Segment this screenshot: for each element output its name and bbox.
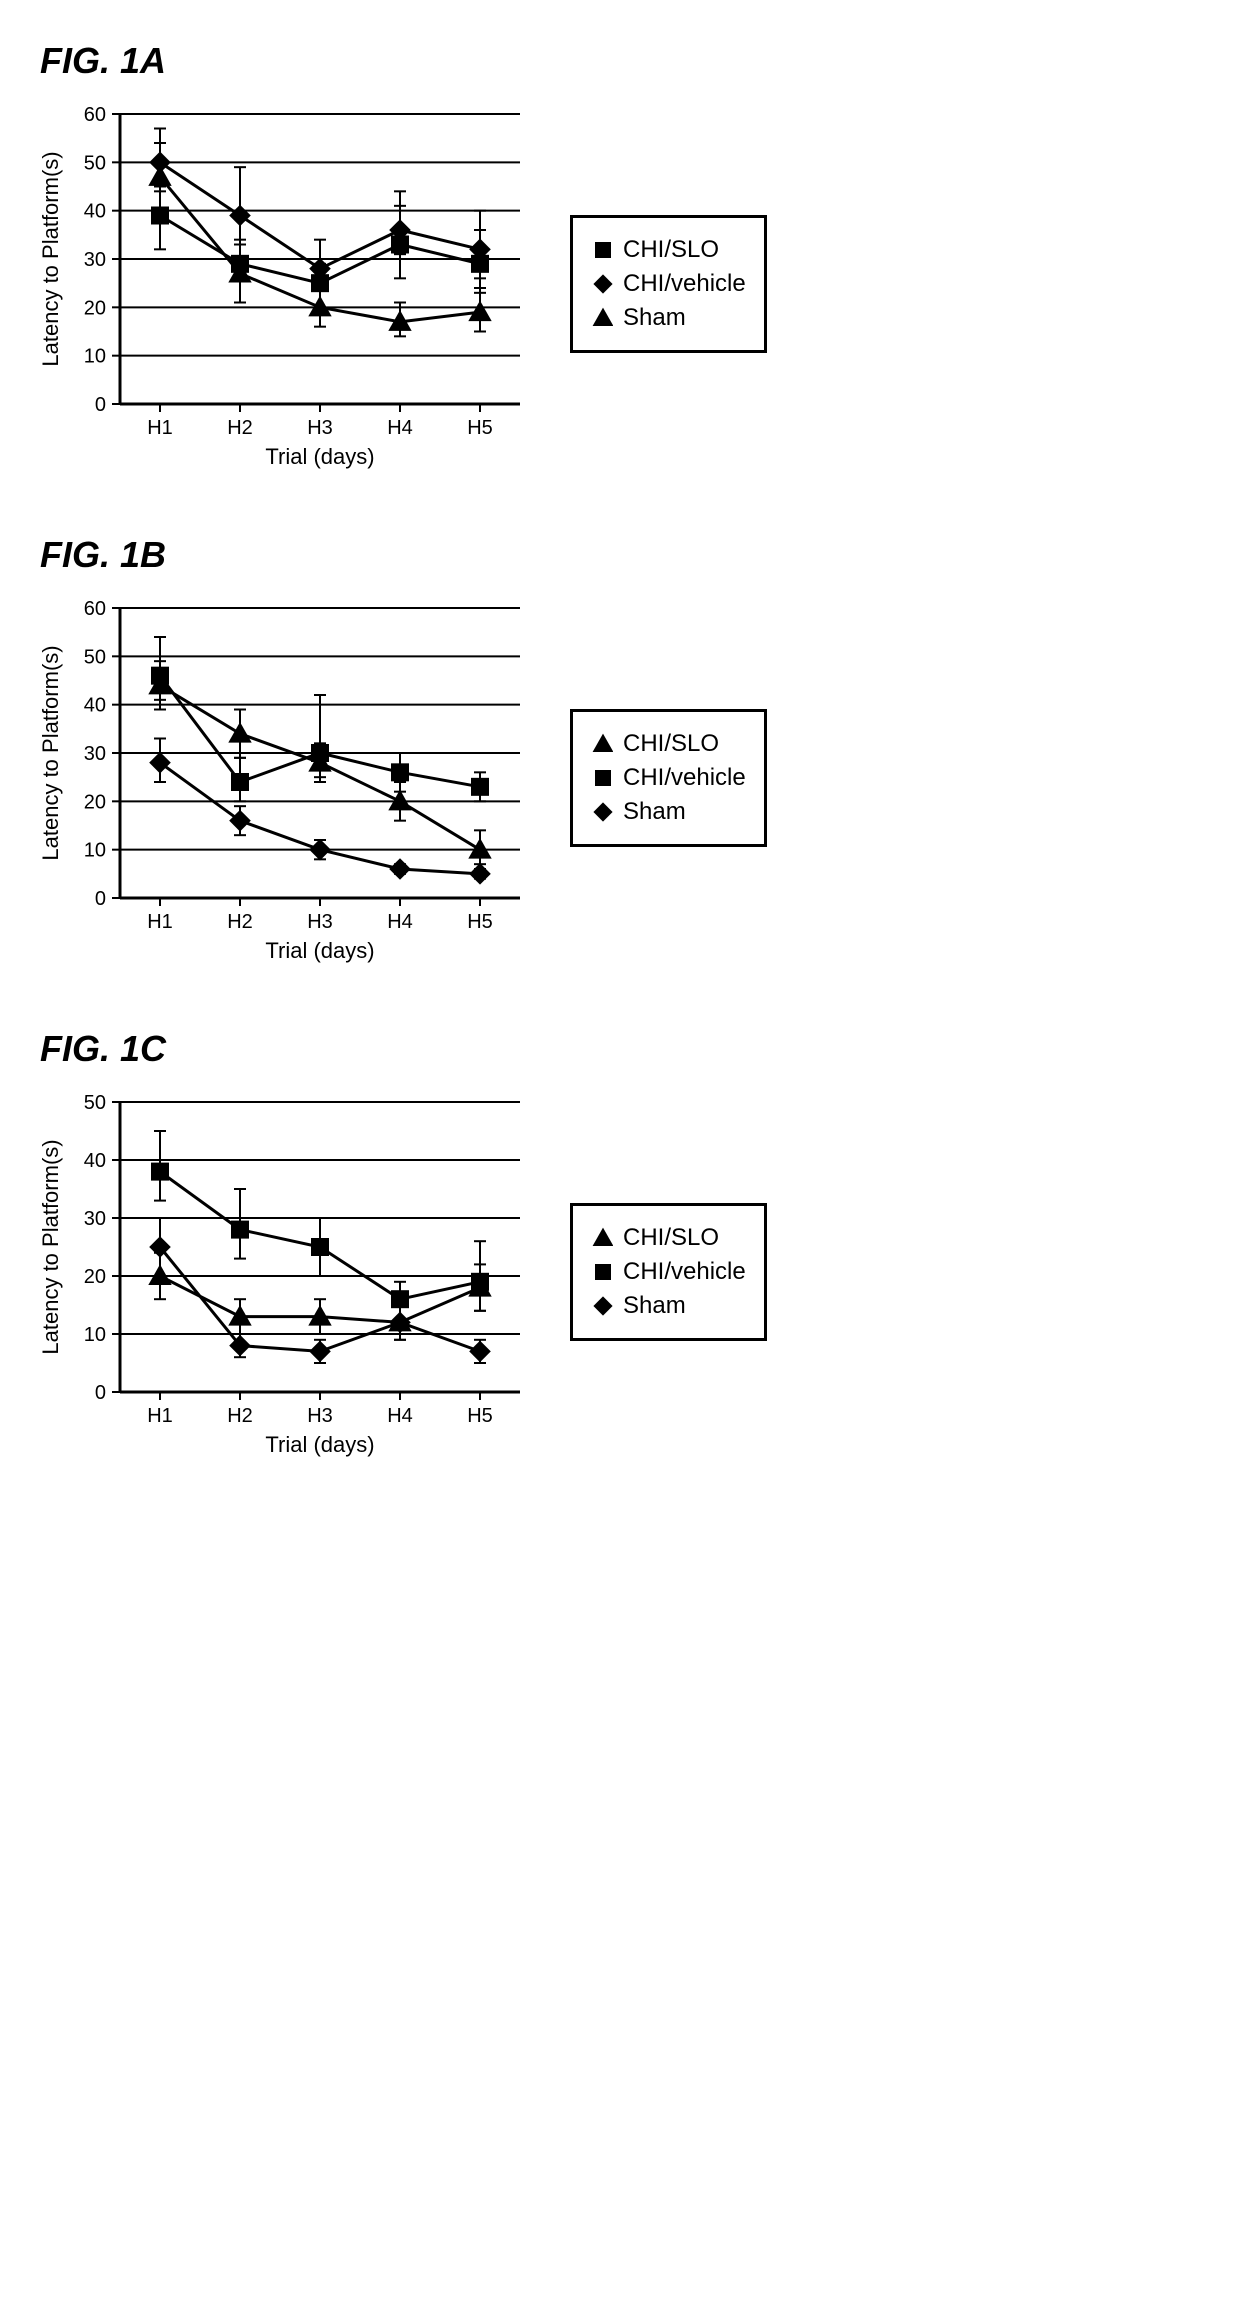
legend-label: CHI/vehicle [623, 270, 746, 298]
legend-marker-icon [591, 801, 613, 823]
svg-text:10: 10 [84, 840, 106, 862]
chart-area: 0 10 20 30 40 50 H1 H2 H3 H4 H5 Trial (days) Latency… [40, 1082, 540, 1462]
svg-text:Latency to Platform(s): Latency to Platform(s) [40, 645, 63, 860]
chart-svg: 0 10 20 30 40 50 60 H1 H2 H3 H4 H5 Trial (days) Laten… [40, 588, 540, 968]
figure-3: FIG. 1C 0 10 20 30 40 50 H1 H2 H3 H4 H5 Trial (days… [40, 1028, 1200, 1462]
svg-text:H3: H3 [307, 417, 333, 439]
legend-label: CHI/vehicle [623, 764, 746, 792]
legend-item: Sham [591, 798, 746, 826]
svg-text:Trial (days): Trial (days) [265, 938, 374, 963]
svg-text:H4: H4 [387, 911, 413, 933]
svg-text:H4: H4 [387, 417, 413, 439]
chart-svg: 0 10 20 30 40 50 H1 H2 H3 H4 H5 Trial (days) Latency… [40, 1082, 540, 1462]
legend-marker-icon [591, 273, 613, 295]
svg-text:30: 30 [84, 1208, 106, 1230]
svg-text:30: 30 [84, 743, 106, 765]
legend-marker-icon [591, 1295, 613, 1317]
legend-marker-icon [591, 733, 613, 755]
legend-label: Sham [623, 798, 686, 826]
svg-text:0: 0 [95, 1382, 106, 1404]
legend-label: Sham [623, 304, 686, 332]
figure-2: FIG. 1B 0 10 20 30 40 50 60 H1 H2 H3 H4 H5 Trial (da… [40, 534, 1200, 968]
legend-label: CHI/SLO [623, 1224, 719, 1252]
figure-row: 0 10 20 30 40 50 60 H1 H2 H3 H4 H5 Trial (days) Laten… [40, 588, 1200, 968]
svg-text:H5: H5 [467, 911, 493, 933]
svg-text:H2: H2 [227, 911, 253, 933]
legend-item: CHI/vehicle [591, 1258, 746, 1286]
figure-title: FIG. 1A [40, 40, 1200, 82]
legend: CHI/SLO CHI/vehicle Sham [570, 215, 767, 353]
legend-item: CHI/SLO [591, 1224, 746, 1252]
svg-text:H3: H3 [307, 1405, 333, 1427]
svg-text:40: 40 [84, 1150, 106, 1172]
svg-text:10: 10 [84, 346, 106, 368]
chart-svg: 0 10 20 30 40 50 60 H1 H2 H3 H4 H5 Trial (days) Laten… [40, 94, 540, 474]
legend: CHI/SLO CHI/vehicle Sham [570, 709, 767, 847]
svg-text:50: 50 [84, 152, 106, 174]
legend-item: CHI/SLO [591, 236, 746, 264]
figure-title: FIG. 1B [40, 534, 1200, 576]
svg-text:H3: H3 [307, 911, 333, 933]
legend-label: CHI/vehicle [623, 1258, 746, 1286]
figure-title: FIG. 1C [40, 1028, 1200, 1070]
svg-text:30: 30 [84, 249, 106, 271]
svg-text:H1: H1 [147, 911, 173, 933]
svg-text:50: 50 [84, 1092, 106, 1114]
legend-marker-icon [591, 307, 613, 329]
figure-row: 0 10 20 30 40 50 60 H1 H2 H3 H4 H5 Trial (days) Laten… [40, 94, 1200, 474]
legend-label: CHI/SLO [623, 730, 719, 758]
svg-text:60: 60 [84, 104, 106, 126]
svg-text:H1: H1 [147, 1405, 173, 1427]
svg-text:50: 50 [84, 646, 106, 668]
svg-text:H2: H2 [227, 417, 253, 439]
svg-text:0: 0 [95, 888, 106, 910]
figure-row: 0 10 20 30 40 50 H1 H2 H3 H4 H5 Trial (days) Latency… [40, 1082, 1200, 1462]
svg-text:H5: H5 [467, 1405, 493, 1427]
svg-text:40: 40 [84, 695, 106, 717]
svg-text:Trial (days): Trial (days) [265, 1432, 374, 1457]
figure-1: FIG. 1A 0 10 20 30 40 50 60 H1 H2 H3 H4 H5 Trial (da… [40, 40, 1200, 474]
svg-text:20: 20 [84, 1266, 106, 1288]
svg-text:Trial (days): Trial (days) [265, 444, 374, 469]
svg-text:H1: H1 [147, 417, 173, 439]
svg-text:10: 10 [84, 1324, 106, 1346]
legend-label: CHI/SLO [623, 236, 719, 264]
legend-marker-icon [591, 767, 613, 789]
svg-text:0: 0 [95, 394, 106, 416]
legend-item: Sham [591, 304, 746, 332]
legend-marker-icon [591, 1261, 613, 1283]
svg-text:60: 60 [84, 598, 106, 620]
chart-area: 0 10 20 30 40 50 60 H1 H2 H3 H4 H5 Trial (days) Laten… [40, 588, 540, 968]
svg-text:20: 20 [84, 297, 106, 319]
svg-text:20: 20 [84, 791, 106, 813]
legend-item: CHI/SLO [591, 730, 746, 758]
svg-text:Latency to Platform(s): Latency to Platform(s) [40, 1139, 63, 1354]
svg-text:H5: H5 [467, 417, 493, 439]
legend-marker-icon [591, 1227, 613, 1249]
svg-text:H2: H2 [227, 1405, 253, 1427]
svg-text:H4: H4 [387, 1405, 413, 1427]
legend-label: Sham [623, 1292, 686, 1320]
legend: CHI/SLO CHI/vehicle Sham [570, 1203, 767, 1341]
legend-item: CHI/vehicle [591, 764, 746, 792]
svg-text:Latency to Platform(s): Latency to Platform(s) [40, 151, 63, 366]
legend-item: Sham [591, 1292, 746, 1320]
legend-item: CHI/vehicle [591, 270, 746, 298]
legend-marker-icon [591, 239, 613, 261]
chart-area: 0 10 20 30 40 50 60 H1 H2 H3 H4 H5 Trial (days) Laten… [40, 94, 540, 474]
svg-text:40: 40 [84, 201, 106, 223]
